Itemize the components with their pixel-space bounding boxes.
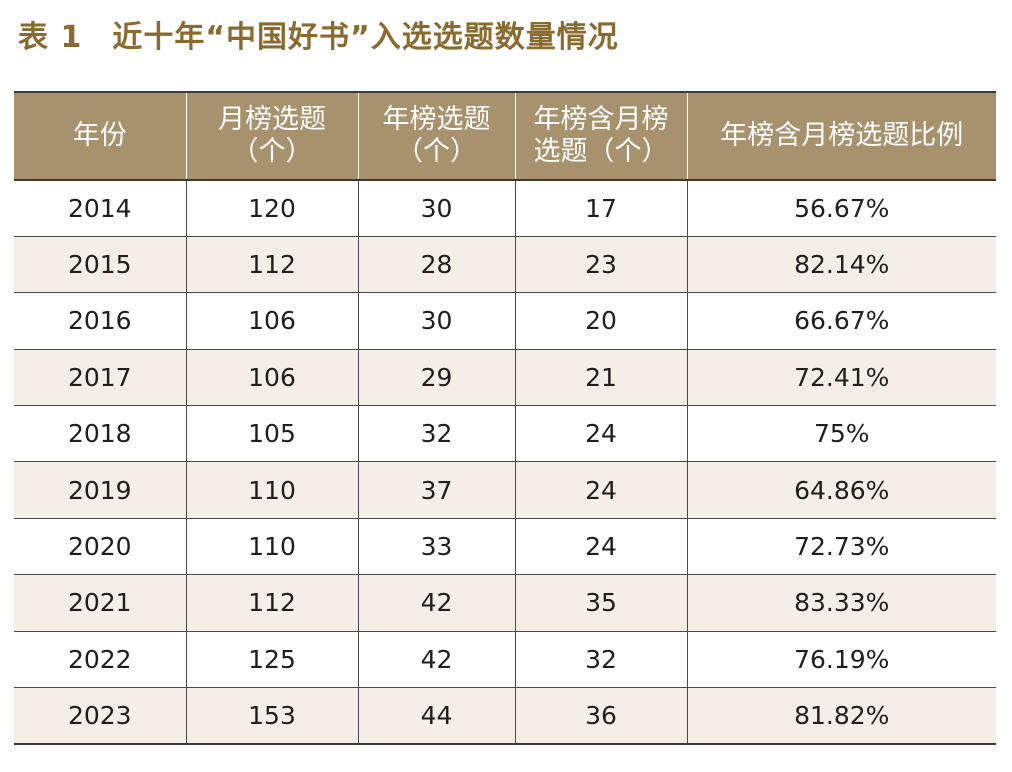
- cell-year: 2018: [14, 405, 186, 463]
- cell-annual: 29: [357, 349, 515, 407]
- cell-monthly: 153: [185, 687, 358, 745]
- table-number: 表 1: [18, 20, 83, 55]
- cell-ratio: 66.67%: [686, 292, 996, 350]
- cell-annual: 33: [357, 518, 515, 576]
- cell-ratio: 64.86%: [686, 461, 996, 519]
- cell-year: 2020: [14, 518, 186, 576]
- table-row: 2019 110 37 24 64.86%: [14, 461, 996, 519]
- cell-annual-with-monthly: 20: [514, 292, 687, 350]
- table-row: 2016 106 30 20 66.67%: [14, 292, 996, 350]
- book-selection-table: 年份 月榜选题 （个） 年榜选题 （个） 年榜含月榜 选题（个） 年榜含月榜选题…: [14, 91, 996, 745]
- cell-ratio: 75%: [686, 405, 996, 463]
- cell-annual-with-monthly: 24: [514, 518, 687, 576]
- cell-year: 2016: [14, 292, 186, 350]
- cell-monthly: 125: [185, 631, 358, 689]
- cell-monthly: 112: [185, 574, 358, 632]
- cell-annual-with-monthly: 17: [514, 180, 687, 237]
- table-title: 表 1 近十年“中国好书”入选选题数量情况: [18, 14, 619, 62]
- cell-annual-with-monthly: 36: [514, 687, 687, 745]
- cell-year: 2019: [14, 461, 186, 519]
- cell-annual: 30: [357, 180, 515, 237]
- cell-ratio: 76.19%: [686, 631, 996, 689]
- cell-annual-with-monthly: 24: [514, 405, 687, 463]
- header-monthly-topics: 月榜选题 （个）: [185, 91, 358, 181]
- cell-monthly: 106: [185, 349, 358, 407]
- header-ratio: 年榜含月榜选题比例: [686, 91, 996, 181]
- cell-ratio: 82.14%: [686, 236, 996, 294]
- table-row: 2018 105 32 24 75%: [14, 405, 996, 463]
- table-row: 2023 153 44 36 81.82%: [14, 687, 996, 745]
- cell-ratio: 56.67%: [686, 180, 996, 237]
- cell-annual-with-monthly: 35: [514, 574, 687, 632]
- cell-year: 2022: [14, 631, 186, 689]
- cell-ratio: 72.41%: [686, 349, 996, 407]
- cell-year: 2023: [14, 687, 186, 745]
- cell-monthly: 110: [185, 518, 358, 576]
- cell-ratio: 72.73%: [686, 518, 996, 576]
- cell-year: 2017: [14, 349, 186, 407]
- table-row: 2014 120 30 17 56.67%: [14, 180, 996, 237]
- cell-ratio: 81.82%: [686, 687, 996, 745]
- cell-monthly: 120: [185, 180, 358, 237]
- cell-annual-with-monthly: 32: [514, 631, 687, 689]
- cell-year: 2014: [14, 180, 186, 237]
- cell-annual: 42: [357, 574, 515, 632]
- table-row: 2015 112 28 23 82.14%: [14, 236, 996, 294]
- cell-annual: 30: [357, 292, 515, 350]
- header-annual-with-monthly: 年榜含月榜 选题（个）: [514, 91, 687, 181]
- cell-annual: 28: [357, 236, 515, 294]
- cell-annual-with-monthly: 24: [514, 461, 687, 519]
- table-title-text: 近十年“中国好书”入选选题数量情况: [112, 20, 619, 55]
- cell-annual: 37: [357, 461, 515, 519]
- table-row: 2020 110 33 24 72.73%: [14, 518, 996, 576]
- cell-monthly: 110: [185, 461, 358, 519]
- table-row: 2021 112 42 35 83.33%: [14, 574, 996, 632]
- table-row: 2022 125 42 32 76.19%: [14, 631, 996, 689]
- cell-ratio: 83.33%: [686, 574, 996, 632]
- cell-annual-with-monthly: 21: [514, 349, 687, 407]
- cell-annual: 32: [357, 405, 515, 463]
- table-header-row: 年份 月榜选题 （个） 年榜选题 （个） 年榜含月榜 选题（个） 年榜含月榜选题…: [14, 91, 996, 181]
- header-year: 年份: [14, 91, 186, 181]
- header-annual-topics: 年榜选题 （个）: [357, 91, 515, 181]
- cell-year: 2021: [14, 574, 186, 632]
- cell-monthly: 105: [185, 405, 358, 463]
- table-row: 2017 106 29 21 72.41%: [14, 349, 996, 407]
- cell-annual: 44: [357, 687, 515, 745]
- cell-annual-with-monthly: 23: [514, 236, 687, 294]
- cell-monthly: 112: [185, 236, 358, 294]
- cell-annual: 42: [357, 631, 515, 689]
- cell-year: 2015: [14, 236, 186, 294]
- cell-monthly: 106: [185, 292, 358, 350]
